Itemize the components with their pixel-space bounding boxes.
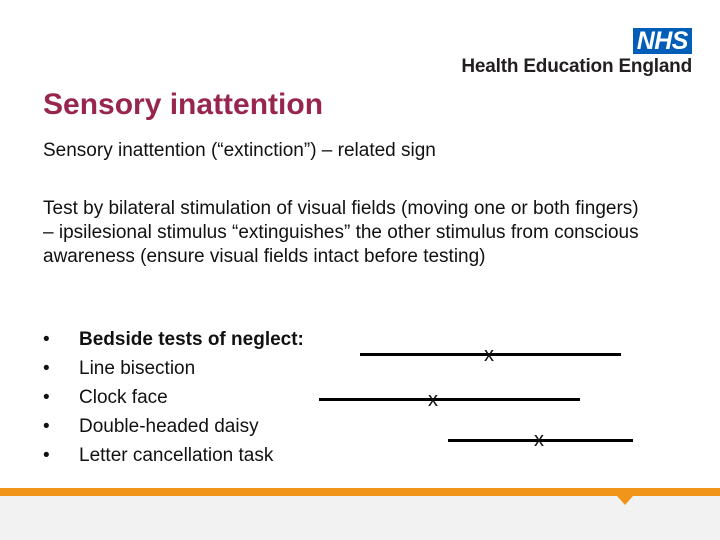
list-item: • Letter cancellation task bbox=[43, 441, 304, 470]
organisation-name: Health Education England bbox=[461, 56, 692, 77]
footer-notch bbox=[617, 496, 633, 505]
test-description: Test by bilateral stimulation of visual … bbox=[43, 198, 639, 267]
bullet-marker: • bbox=[43, 387, 50, 408]
list-item: • Bedside tests of neglect: bbox=[43, 325, 304, 354]
neglect-tests-list: • Bedside tests of neglect: • Line bisec… bbox=[43, 325, 304, 470]
bisection-line-1 bbox=[360, 353, 621, 356]
bullet-marker: • bbox=[43, 416, 50, 437]
nhs-badge: NHS bbox=[632, 28, 692, 54]
list-item: • Clock face bbox=[43, 383, 304, 412]
bullet-marker: • bbox=[43, 329, 50, 350]
footer-band bbox=[0, 496, 720, 540]
bullet-marker: • bbox=[43, 445, 50, 466]
bisection-line-2 bbox=[319, 398, 580, 401]
list-item-label: Clock face bbox=[79, 387, 168, 408]
bisection-mark-2: x bbox=[428, 389, 438, 411]
list-item-label: Line bisection bbox=[79, 358, 196, 379]
footer-stripe bbox=[0, 488, 720, 496]
bullet-marker: • bbox=[43, 358, 50, 379]
bisection-line-3 bbox=[448, 439, 633, 442]
list-item: • Double-headed daisy bbox=[43, 412, 304, 441]
slide-subtitle: Sensory inattention (“extinction”) – rel… bbox=[43, 140, 436, 161]
slide-title: Sensory inattention bbox=[43, 88, 324, 121]
list-item-label: Double-headed daisy bbox=[79, 416, 259, 437]
nhs-hee-logo: NHS Health Education England bbox=[461, 28, 692, 78]
list-item: • Line bisection bbox=[43, 354, 304, 383]
list-heading: Bedside tests of neglect: bbox=[79, 329, 304, 350]
list-item-label: Letter cancellation task bbox=[79, 445, 274, 466]
bisection-mark-1: x bbox=[484, 344, 494, 366]
bisection-mark-3: x bbox=[534, 429, 544, 451]
